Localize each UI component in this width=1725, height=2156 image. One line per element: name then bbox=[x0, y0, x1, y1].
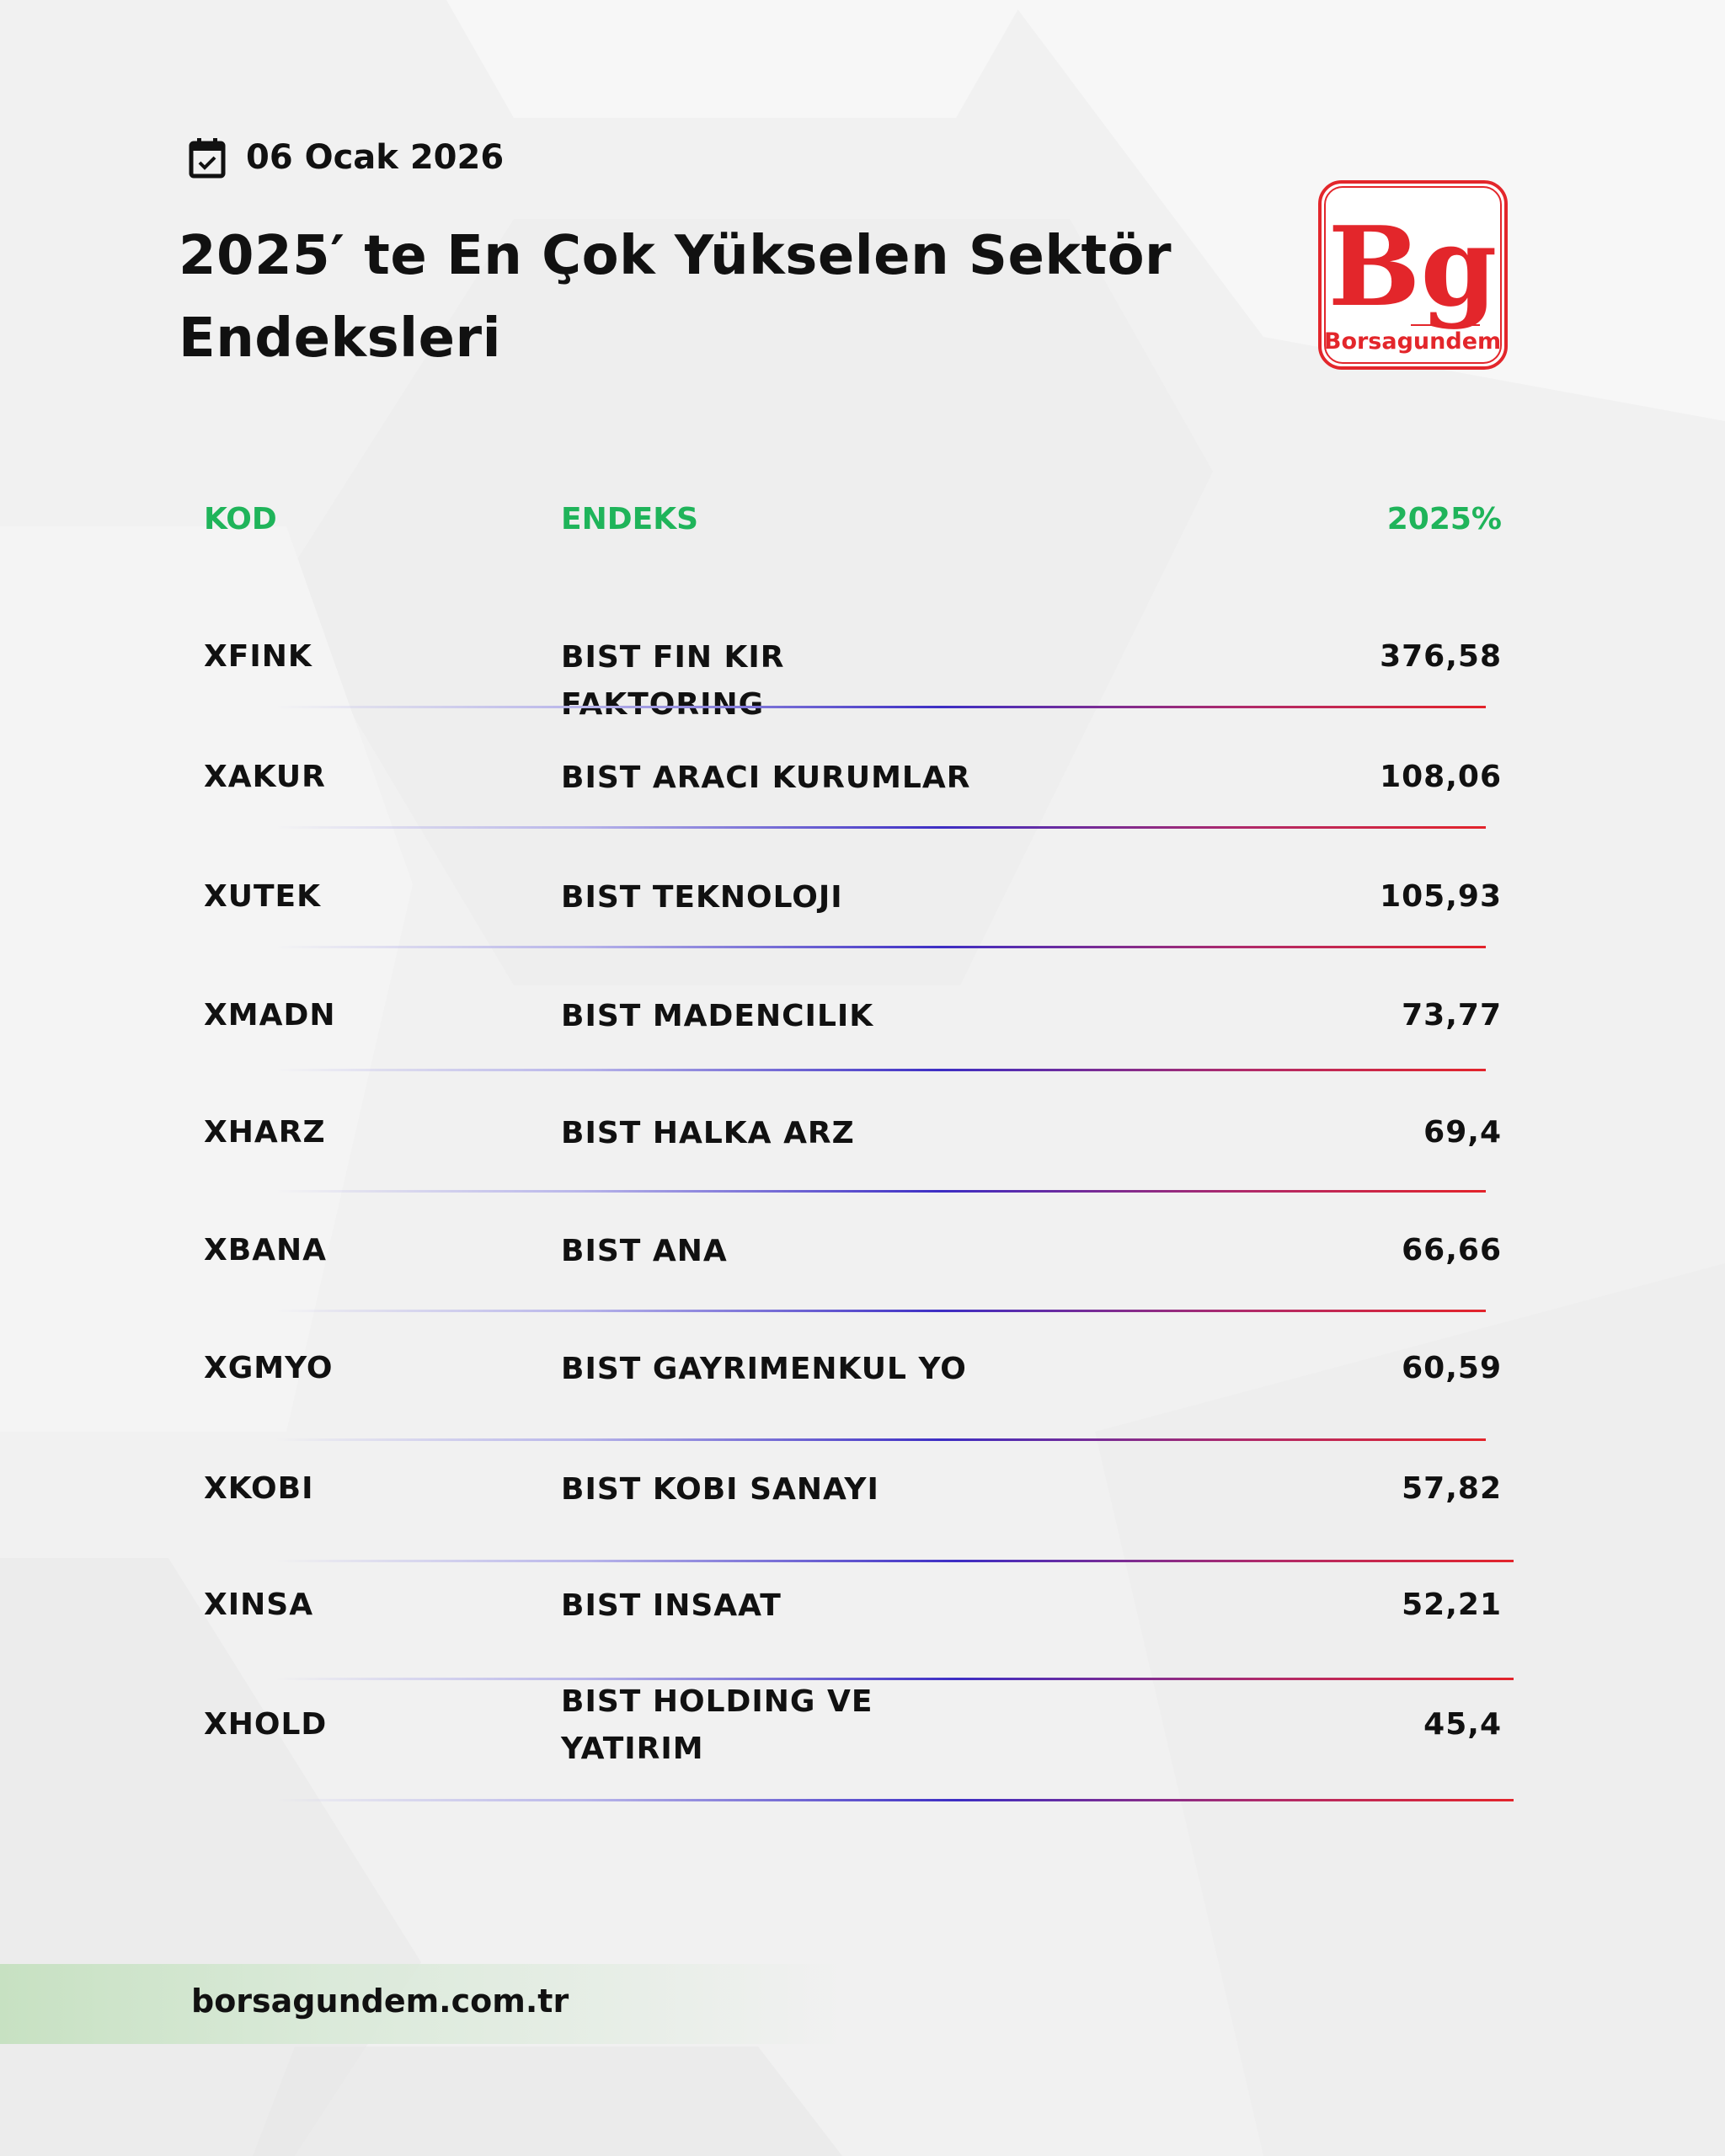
row-divider bbox=[275, 1560, 1514, 1562]
row-index-name: BIST GAYRIMENKUL YO bbox=[561, 1352, 967, 1386]
header-endeks: ENDEKS bbox=[561, 502, 699, 536]
row-code: XKOBI bbox=[204, 1471, 314, 1506]
row-pct-value: 57,82 bbox=[1402, 1471, 1502, 1506]
row-code: XHOLD bbox=[204, 1707, 328, 1742]
row-code: XINSA bbox=[204, 1588, 314, 1622]
row-divider bbox=[275, 1678, 1514, 1680]
footer-band bbox=[0, 1964, 842, 2044]
row-index-name: BIST HOLDING VE YATIRIM bbox=[561, 1684, 873, 1766]
row-code: XGMYO bbox=[204, 1351, 334, 1385]
row-index-name: BIST HALKA ARZ bbox=[561, 1116, 855, 1150]
row-pct-value: 60,59 bbox=[1402, 1351, 1502, 1385]
header-kod: KOD bbox=[204, 502, 277, 536]
row-pct-value: 73,77 bbox=[1402, 998, 1502, 1033]
row-pct-value: 108,06 bbox=[1380, 760, 1502, 794]
svg-text:Borsagundem: Borsagundem bbox=[1324, 328, 1501, 355]
row-index-name: BIST MADENCILIK bbox=[561, 999, 874, 1033]
calendar-check-icon bbox=[189, 138, 226, 179]
row-divider bbox=[275, 826, 1486, 829]
row-index-name: BIST INSAAT bbox=[561, 1588, 782, 1623]
date-text: 06 Ocak 2026 bbox=[246, 138, 505, 177]
row-divider bbox=[275, 706, 1486, 708]
footer-website[interactable]: borsagundem.com.tr bbox=[191, 1983, 569, 2020]
svg-text:Bg: Bg bbox=[1328, 202, 1498, 331]
row-pct-value: 52,21 bbox=[1402, 1588, 1502, 1622]
row-divider bbox=[275, 1190, 1486, 1193]
row-pct-value: 69,4 bbox=[1423, 1115, 1502, 1150]
borsagundem-logo: Bg Borsagundem bbox=[1318, 180, 1508, 370]
row-code: XUTEK bbox=[204, 879, 322, 914]
row-divider bbox=[275, 1799, 1514, 1801]
row-index-name: BIST KOBI SANAYI bbox=[561, 1472, 879, 1507]
row-index-name: BIST FIN KIR FAKTORING bbox=[561, 640, 785, 722]
row-divider bbox=[275, 1069, 1486, 1071]
row-code: XMADN bbox=[204, 998, 336, 1033]
header-2025-pct: 2025% bbox=[1386, 502, 1502, 536]
row-index-name: BIST TEKNOLOJI bbox=[561, 880, 843, 915]
row-pct-value: 376,58 bbox=[1380, 639, 1502, 674]
row-code: XBANA bbox=[204, 1233, 328, 1267]
row-divider bbox=[275, 1438, 1486, 1441]
date-label: 06 Ocak 2026 bbox=[189, 136, 504, 179]
row-pct-value: 105,93 bbox=[1380, 879, 1502, 914]
row-divider bbox=[275, 1310, 1486, 1312]
row-index-name: BIST ANA bbox=[561, 1234, 728, 1268]
row-index-name: BIST ARACI KURUMLAR bbox=[561, 760, 971, 795]
row-code: XFINK bbox=[204, 639, 312, 674]
page-title: 2025′ te En Çok Yükselen Sektör Endeksle… bbox=[179, 225, 1172, 370]
row-code: XHARZ bbox=[204, 1115, 326, 1150]
row-pct-value: 66,66 bbox=[1402, 1233, 1502, 1267]
row-code: XAKUR bbox=[204, 760, 326, 794]
row-divider bbox=[275, 946, 1486, 948]
row-pct-value: 45,4 bbox=[1423, 1707, 1502, 1742]
